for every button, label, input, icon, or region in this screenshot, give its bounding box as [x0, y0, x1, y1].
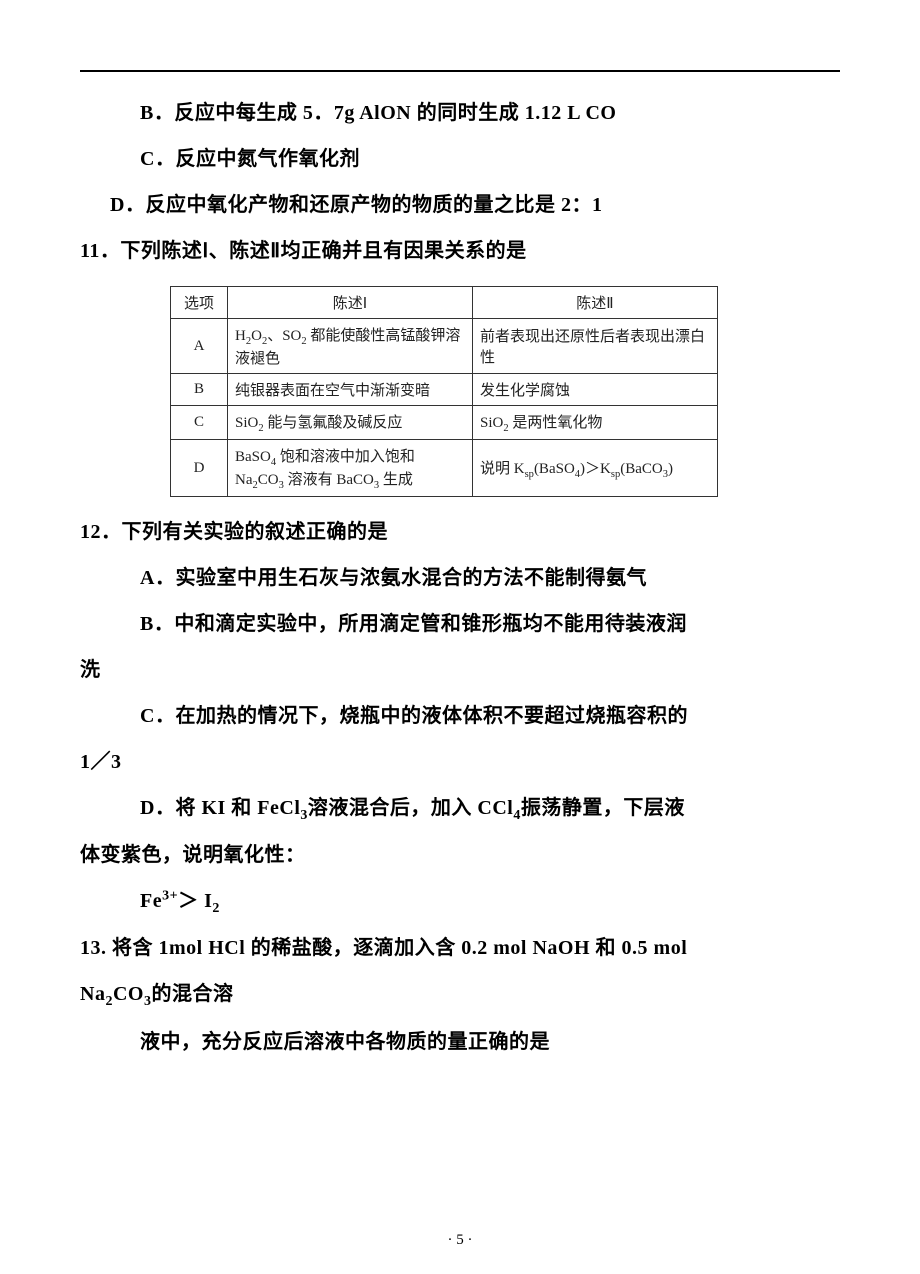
cell-s2: 前者表现出还原性后者表现出漂白性: [473, 319, 718, 374]
question-12: 12．下列有关实验的叙述正确的是: [80, 509, 840, 555]
document-page: B．反应中每生成 5．7g AlON 的同时生成 1.12 L CO C．反应中…: [0, 0, 920, 1274]
q12-option-a: A．实验室中用生石灰与浓氨水混合的方法不能制得氨气: [80, 555, 840, 601]
cell-s1: 纯银器表面在空气中渐渐变暗: [228, 374, 473, 406]
q11-table: 选项 陈述Ⅰ 陈述Ⅱ A H2O2、SO2 都能使酸性高锰酸钾溶液褪色 前者表现…: [170, 286, 840, 497]
cell-s2: 发生化学腐蚀: [473, 374, 718, 406]
option-b: B．反应中每生成 5．7g AlON 的同时生成 1.12 L CO: [80, 90, 840, 136]
cell-opt: A: [171, 319, 228, 374]
q12-option-c-line2: 1／3: [80, 739, 840, 785]
cell-opt: D: [171, 440, 228, 497]
cell-opt: C: [171, 406, 228, 440]
question-13-line2: 液中，充分反应后溶液中各物质的量正确的是: [80, 1019, 840, 1065]
option-d: D．反应中氧化产物和还原产物的物质的量之比是 2：1: [80, 182, 840, 228]
question-13-line1b: Na2CO3的混合溶: [80, 971, 840, 1018]
cell-s1: SiO2 能与氢氟酸及碱反应: [228, 406, 473, 440]
table-row: B 纯银器表面在空气中渐渐变暗 发生化学腐蚀: [171, 374, 718, 406]
page-number: · 5 ·: [0, 1232, 920, 1249]
th-statement-2: 陈述Ⅱ: [473, 287, 718, 319]
q12-option-d-line1: D．将 KI 和 FeCl3溶液混合后，加入 CCl4振荡静置，下层液: [80, 785, 840, 832]
top-rule: [80, 70, 840, 72]
table-header-row: 选项 陈述Ⅰ 陈述Ⅱ: [171, 287, 718, 319]
cell-s2: 说明 Ksp(BaSO4)＞Ksp(BaCO3): [473, 440, 718, 497]
q12-option-c-line1: C．在加热的情况下，烧瓶中的液体体积不要超过烧瓶容积的: [80, 693, 840, 739]
statements-table: 选项 陈述Ⅰ 陈述Ⅱ A H2O2、SO2 都能使酸性高锰酸钾溶液褪色 前者表现…: [170, 286, 718, 497]
option-c: C．反应中氮气作氧化剂: [80, 136, 840, 182]
table-row: A H2O2、SO2 都能使酸性高锰酸钾溶液褪色 前者表现出还原性后者表现出漂白…: [171, 319, 718, 374]
cell-s2: SiO2 是两性氧化物: [473, 406, 718, 440]
cell-s1: H2O2、SO2 都能使酸性高锰酸钾溶液褪色: [228, 319, 473, 374]
th-statement-1: 陈述Ⅰ: [228, 287, 473, 319]
th-option: 选项: [171, 287, 228, 319]
table-row: D BaSO4 饱和溶液中加入饱和 Na2CO3 溶液有 BaCO3 生成 说明…: [171, 440, 718, 497]
cell-opt: B: [171, 374, 228, 406]
question-11: 11．下列陈述Ⅰ、陈述Ⅱ均正确并且有因果关系的是: [80, 228, 840, 274]
q12-option-d-line3: Fe3+＞ I2: [80, 878, 840, 925]
question-13-line1: 13. 将含 1mol HCl 的稀盐酸，逐滴加入含 0.2 mol NaOH …: [80, 925, 840, 971]
table-row: C SiO2 能与氢氟酸及碱反应 SiO2 是两性氧化物: [171, 406, 718, 440]
q12-option-b-line2: 洗: [80, 647, 840, 693]
cell-s1: BaSO4 饱和溶液中加入饱和 Na2CO3 溶液有 BaCO3 生成: [228, 440, 473, 497]
q12-option-b-line1: B．中和滴定实验中，所用滴定管和锥形瓶均不能用待装液润: [80, 601, 840, 647]
q12-option-d-line2: 体变紫色，说明氧化性：: [80, 832, 840, 878]
